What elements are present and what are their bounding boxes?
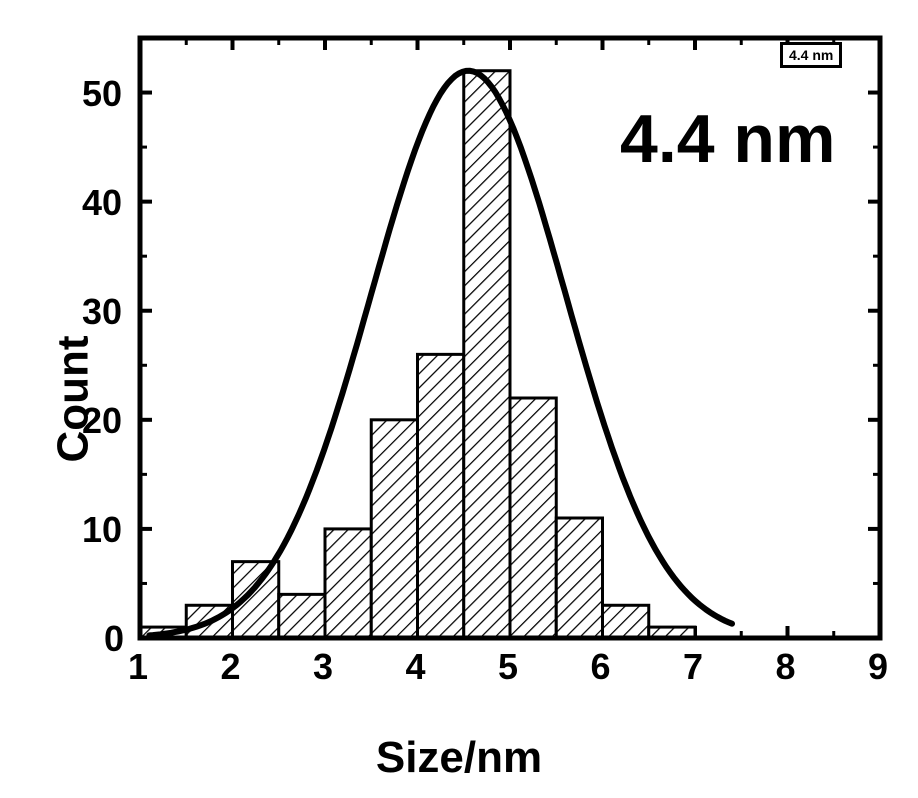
y-tick-label: 30: [82, 291, 122, 333]
legend-box: 4.4 nm: [780, 42, 842, 68]
x-tick-label: 7: [683, 646, 703, 688]
x-tick-label: 8: [776, 646, 796, 688]
y-tick-label: 10: [82, 509, 122, 551]
y-tick-label: 50: [82, 73, 122, 115]
y-tick-label: 20: [82, 400, 122, 442]
x-tick-label: 2: [221, 646, 241, 688]
x-tick-label: 9: [868, 646, 888, 688]
chart-annotation: 4.4 nm: [620, 100, 835, 178]
y-tick-label: 0: [104, 618, 124, 660]
x-tick-label: 6: [591, 646, 611, 688]
x-tick-label: 3: [313, 646, 333, 688]
x-tick-label: 5: [498, 646, 518, 688]
x-axis-label: Size/nm: [376, 733, 542, 783]
x-tick-label: 1: [128, 646, 148, 688]
x-tick-label: 4: [406, 646, 426, 688]
histogram-chart: Count Size/nm 4.4 nm 4.4 nm 123456789010…: [0, 0, 918, 798]
y-tick-label: 40: [82, 182, 122, 224]
